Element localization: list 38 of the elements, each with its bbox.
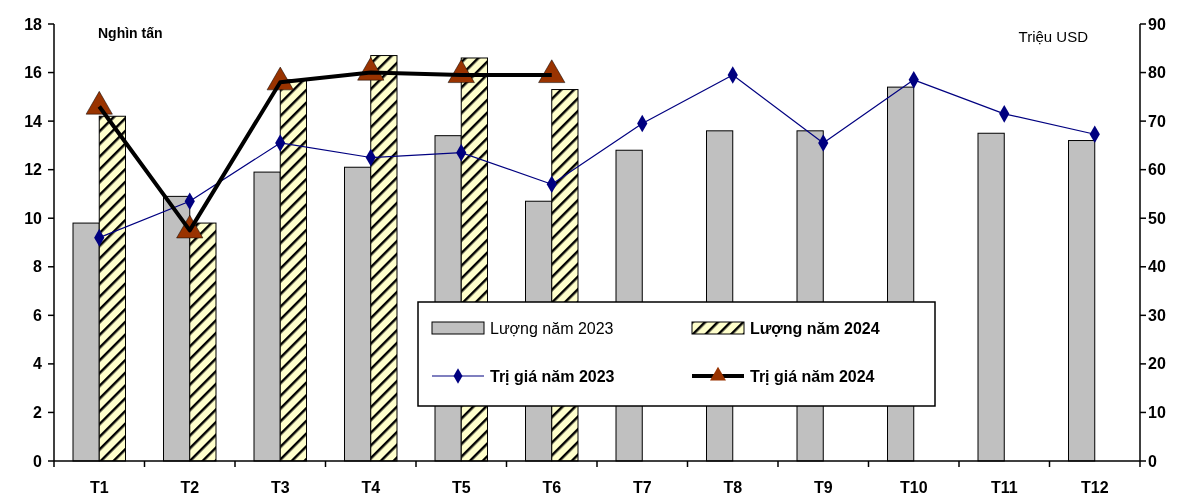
y-tick-label: 10 [24, 209, 43, 227]
x-tick-label: T6 [542, 479, 562, 496]
y-tick-label: 6 [33, 306, 43, 324]
y-tick-label: 4 [33, 355, 43, 373]
legend-label: Trị giá năm 2024 [750, 367, 875, 385]
x-tick-label: T10 [899, 479, 928, 496]
x-tick-label: T12 [1080, 479, 1109, 496]
x-tick-label: T4 [361, 479, 381, 496]
y2-tick-label: 0 [1148, 452, 1157, 470]
y2-tick-label: 80 [1148, 64, 1166, 82]
legend-label: Lượng năm 2023 [490, 319, 614, 337]
y2-tick-label: 60 [1148, 161, 1166, 179]
y2-tick-label: 90 [1148, 15, 1166, 33]
y2-tick-label: 50 [1148, 209, 1166, 227]
y-tick-label: 0 [33, 452, 43, 470]
y2-axis-title: Triệu USD [1018, 28, 1089, 45]
y-tick-label: 18 [24, 15, 43, 33]
x-tick-label: T11 [990, 479, 1018, 496]
y2-tick-label: 70 [1148, 112, 1166, 130]
y2-tick-label: 30 [1148, 306, 1166, 324]
y-axis-title: Nghìn tấn [98, 25, 163, 41]
y-tick-label: 16 [24, 64, 43, 82]
legend-label: Trị giá năm 2023 [490, 367, 615, 385]
x-tick-label: T9 [813, 479, 833, 496]
x-tick-label: T8 [723, 479, 743, 496]
x-tick-label: T3 [270, 479, 290, 496]
y2-tick-label: 10 [1148, 404, 1166, 422]
y-tick-label: 14 [24, 112, 43, 130]
y2-tick-label: 20 [1148, 355, 1166, 373]
x-tick-label: T2 [180, 479, 200, 496]
y-tick-label: 12 [24, 161, 43, 179]
y-tick-label: 8 [33, 258, 43, 276]
x-tick-label: T7 [632, 479, 652, 496]
y-tick-label: 2 [33, 404, 43, 422]
y2-tick-label: 40 [1148, 258, 1166, 276]
x-tick-label: T1 [89, 479, 109, 496]
x-tick-label: T5 [451, 479, 471, 496]
legend-label: Lượng năm 2024 [750, 319, 880, 337]
